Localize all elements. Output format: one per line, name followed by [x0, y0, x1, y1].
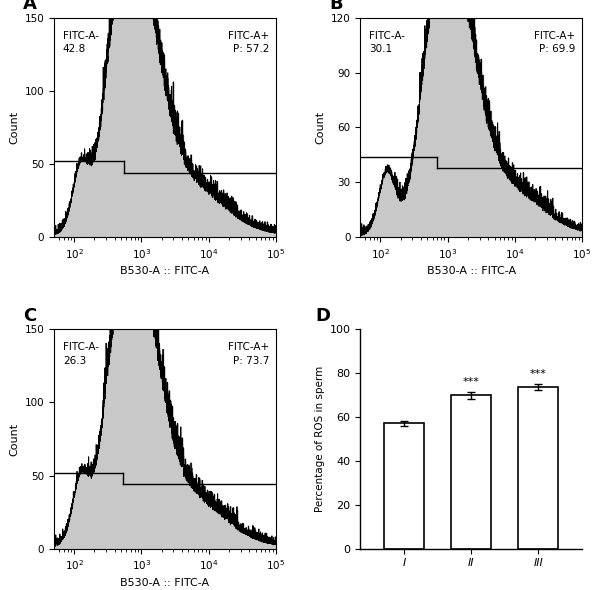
Text: FITC-A-
26.3: FITC-A- 26.3: [63, 342, 99, 366]
Text: A: A: [23, 0, 37, 14]
Text: FITC-A+
P: 57.2: FITC-A+ P: 57.2: [228, 31, 269, 54]
X-axis label: B530-A :: FITC-A: B530-A :: FITC-A: [121, 578, 209, 588]
Text: FITC-A+
P: 73.7: FITC-A+ P: 73.7: [228, 342, 269, 366]
X-axis label: B530-A :: FITC-A: B530-A :: FITC-A: [121, 266, 209, 276]
Text: C: C: [23, 307, 36, 325]
Text: B: B: [329, 0, 343, 14]
Text: FITC-A-
42.8: FITC-A- 42.8: [63, 31, 99, 54]
Y-axis label: Count: Count: [9, 422, 19, 455]
X-axis label: B530-A :: FITC-A: B530-A :: FITC-A: [427, 266, 515, 276]
Y-axis label: Percentage of ROS in sperm: Percentage of ROS in sperm: [315, 366, 325, 512]
Text: FITC-A+
P: 69.9: FITC-A+ P: 69.9: [534, 31, 575, 54]
Text: FITC-A-
30.1: FITC-A- 30.1: [369, 31, 405, 54]
Text: D: D: [316, 307, 331, 325]
Text: ***: ***: [463, 376, 479, 386]
Text: ***: ***: [530, 369, 547, 379]
Bar: [518, 387, 559, 549]
Y-axis label: Count: Count: [9, 111, 19, 144]
Y-axis label: Count: Count: [315, 111, 325, 144]
Bar: [451, 395, 491, 549]
Bar: [383, 423, 424, 549]
